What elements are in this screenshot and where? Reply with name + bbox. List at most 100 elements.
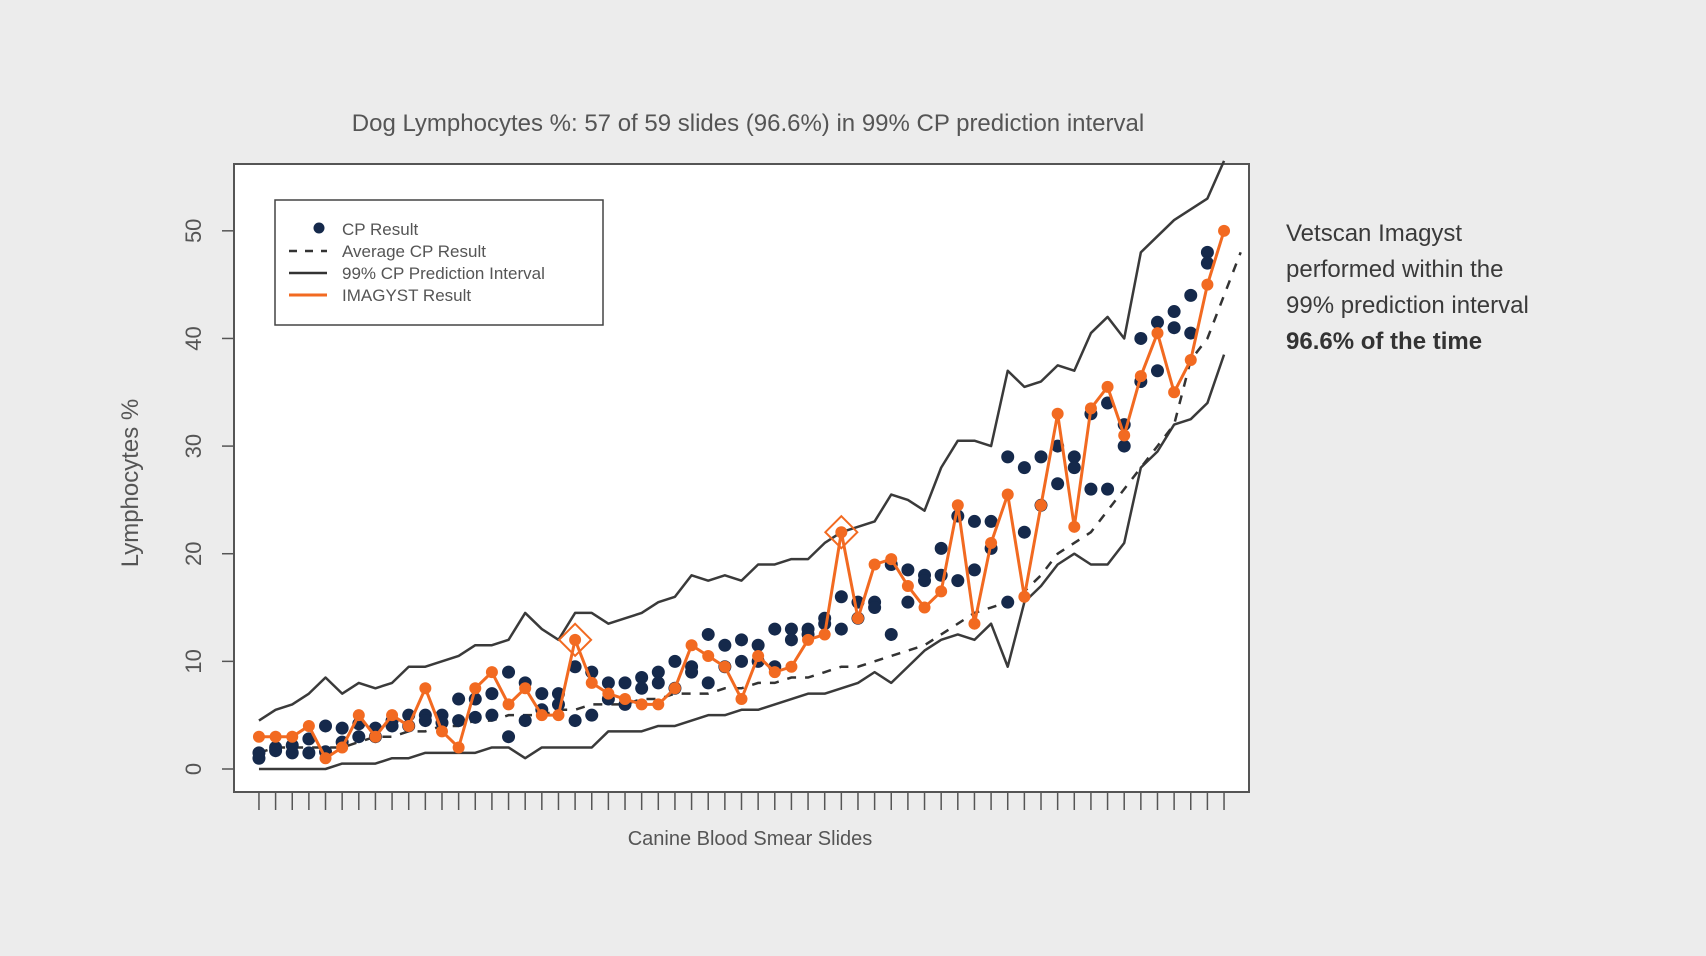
imagyst-point [901,580,914,593]
y-tick-label: 40 [181,326,206,350]
cp-result-point [1184,288,1198,302]
imagyst-point [552,709,565,722]
y-tick-label: 0 [181,763,206,775]
cp-result-point [934,541,948,555]
cp-result-point [967,563,981,577]
imagyst-point [469,682,482,695]
cp-result-point [685,665,699,679]
cp-result-point [1001,450,1015,464]
summary-line-2: performed within the [1286,256,1504,283]
imagyst-point [685,639,698,652]
cp-result-point [984,514,998,528]
imagyst-point [668,682,681,695]
imagyst-point [1218,224,1231,237]
cp-result-point [1001,595,1015,609]
cp-result-point [1117,439,1131,453]
cp-result-point [1067,461,1081,475]
y-tick-label: 50 [181,219,206,243]
imagyst-point [1018,590,1031,603]
imagyst-point [968,617,981,630]
imagyst-point [252,730,265,743]
imagyst-point [1118,429,1131,442]
cp-result-point [502,665,516,679]
legend-cp-label: CP Result [342,220,418,239]
summary-line-1: Vetscan Imagyst [1286,220,1463,247]
cp-result-point [485,708,499,722]
cp-result-point [1200,256,1214,270]
cp-result-point [352,730,366,744]
cp-result-point [452,714,466,728]
cp-result-point [585,708,599,722]
imagyst-point [502,698,515,711]
cp-result-point [1051,477,1065,491]
cp-result-point [252,746,266,760]
imagyst-point [569,633,582,646]
imagyst-series [252,224,1231,765]
imagyst-point [435,725,448,738]
average-cp-line [258,251,1242,755]
imagyst-point [1001,488,1014,501]
cp-result-point [485,687,499,701]
y-axis: 0 10 20 30 40 50 [181,219,234,775]
imagyst-point [702,649,715,662]
cp-result-point [651,676,665,690]
imagyst-point [585,676,598,689]
imagyst-point [802,633,815,646]
out-of-interval-markers [557,514,859,658]
imagyst-point [286,730,299,743]
y-tick-label: 20 [181,541,206,565]
cp-result-point [502,730,516,744]
imagyst-point [951,499,964,512]
imagyst-point [1201,278,1214,291]
cp-result-point [1200,245,1214,259]
legend-box [274,199,604,326]
out-of-interval-diamond [557,622,593,658]
cp-result-point [1101,482,1115,496]
cp-result-point [568,660,582,674]
cp-result-point [668,654,682,668]
imagyst-point [885,553,898,566]
cp-result-point [418,714,432,728]
cp-result-point [1150,364,1164,378]
interval-upper-line [258,160,1226,722]
cp-result-point [901,563,915,577]
cp-result-point [1167,305,1181,319]
imagyst-point [369,730,382,743]
cp-result-point [385,719,399,733]
imagyst-point [352,709,365,722]
cp-result-point [1134,331,1148,345]
imagyst-point [1084,402,1097,415]
cp-result-point [868,601,882,615]
cp-result-point [918,574,932,588]
imagyst-point [452,741,465,754]
legend-interval-label: 99% CP Prediction Interval [342,264,545,283]
imagyst-point [1184,353,1197,366]
imagyst-point [835,526,848,539]
imagyst-point [851,612,864,625]
cp-result-point [1167,321,1181,335]
imagyst-point [319,752,332,765]
cp-result-point [1067,450,1081,464]
cp-result-point [951,574,965,588]
out-of-interval-diamond [823,514,859,550]
cp-result-point [801,622,815,636]
imagyst-point [402,719,415,732]
imagyst-point [785,660,798,673]
cp-result-point [884,627,898,641]
y-tick-label: 30 [181,434,206,458]
cp-result-point [1017,461,1031,475]
cp-result-point [718,638,732,652]
average-cp-line-path [258,251,1242,755]
cp-result-point [468,710,482,724]
imagyst-point [1068,520,1081,533]
legend: CP Result Average CP Result 99% CP Predi… [274,199,604,326]
summary-emphasis: 96.6% of the time [1286,328,1483,355]
cp-result-point [452,692,466,706]
cp-result-point [535,687,549,701]
legend-avg-label: Average CP Result [342,242,486,261]
cp-result-point [651,665,665,679]
imagyst-point [918,601,931,614]
imagyst-point [818,628,831,641]
imagyst-point [485,666,498,679]
